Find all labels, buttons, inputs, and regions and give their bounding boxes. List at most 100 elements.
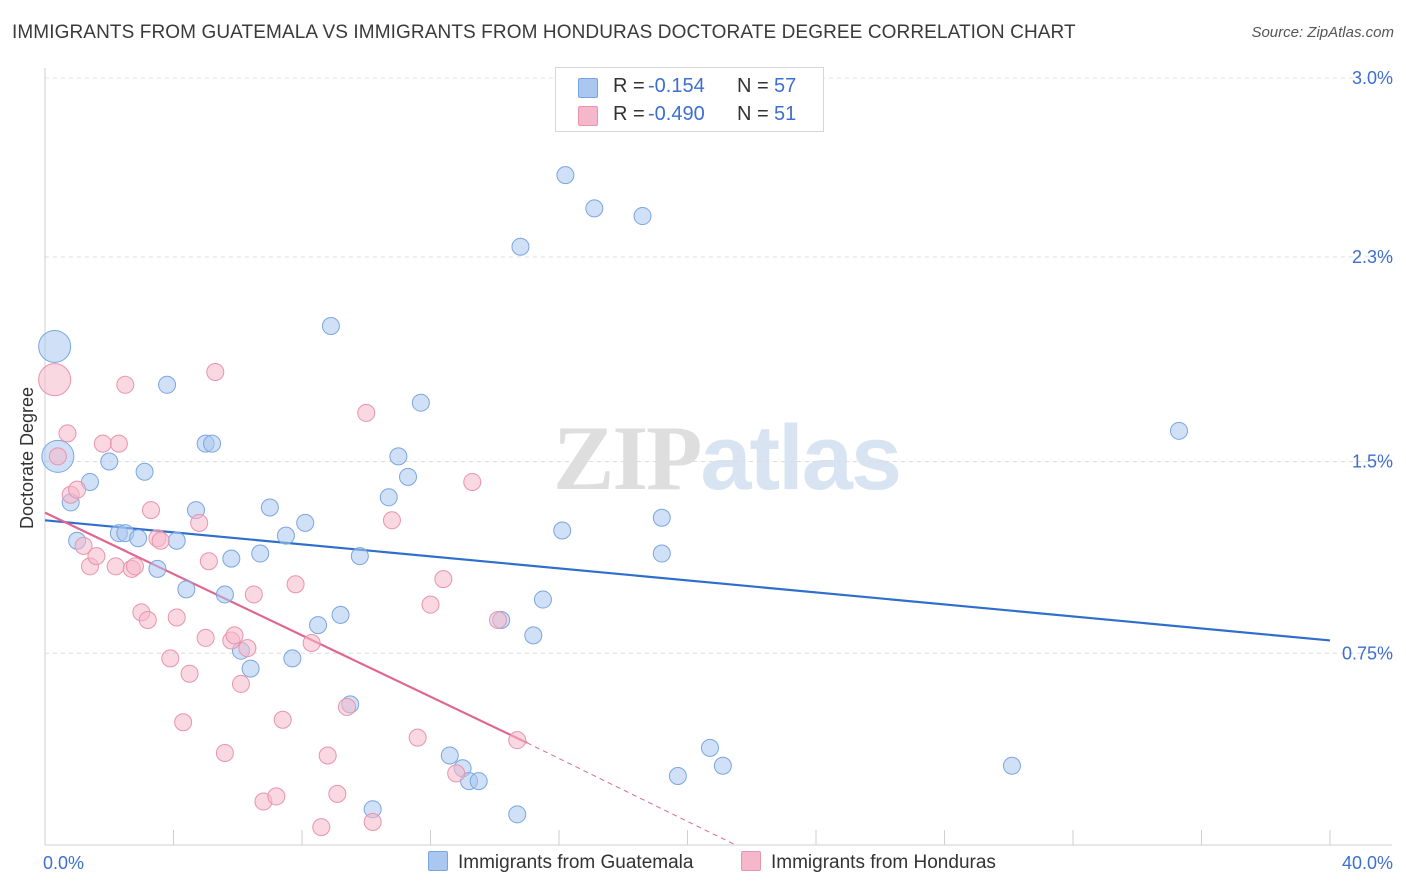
point-guatemala: [1170, 421, 1189, 440]
point-guatemala: [135, 462, 154, 481]
series-name-honduras: Immigrants from Honduras: [771, 852, 996, 873]
point-honduras: [318, 746, 337, 765]
correlation-legend: R = -0.154 N = 57 R = -0.490 N = 51: [555, 67, 824, 132]
point-guatemala: [276, 526, 295, 545]
point-honduras: [109, 434, 128, 453]
point-guatemala: [713, 756, 732, 775]
point-honduras: [38, 363, 72, 397]
legend-r-value: -0.490: [648, 103, 705, 125]
axes: [44, 68, 1392, 846]
point-honduras: [508, 731, 527, 750]
trend-line-guatemala: [44, 519, 1331, 642]
y-axis-label: Doctorate Degree: [17, 387, 37, 529]
point-honduras: [302, 634, 321, 653]
point-guatemala: [533, 590, 552, 609]
grid-lines: [45, 77, 1392, 654]
watermark: ZIPatlas: [553, 405, 902, 511]
point-honduras: [199, 552, 218, 571]
point-honduras: [382, 511, 401, 530]
trend-line-honduras-extension: [526, 742, 736, 846]
point-honduras: [434, 570, 453, 589]
point-guatemala: [203, 434, 222, 453]
point-guatemala: [241, 659, 260, 678]
point-honduras: [74, 536, 93, 555]
y-tick-label: 1.5%: [1352, 452, 1393, 472]
x-tick-label: 40.0%: [1342, 853, 1393, 873]
point-honduras: [357, 403, 376, 422]
point-guatemala: [283, 649, 302, 668]
point-honduras: [363, 812, 382, 831]
point-honduras: [273, 710, 292, 729]
point-guatemala: [524, 626, 543, 645]
point-guatemala: [148, 559, 167, 578]
point-honduras: [116, 375, 135, 394]
point-honduras: [93, 434, 112, 453]
point-guatemala: [440, 746, 459, 765]
point-guatemala: [652, 508, 671, 527]
point-guatemala: [129, 529, 148, 548]
chart-title: IMMIGRANTS FROM GUATEMALA VS IMMIGRANTS …: [12, 22, 1076, 43]
legend-n-label: N =: [737, 103, 769, 125]
point-guatemala: [399, 467, 418, 486]
point-honduras: [138, 611, 157, 630]
point-guatemala: [158, 375, 177, 394]
point-guatemala: [511, 237, 530, 256]
legend-n-value: 51: [774, 103, 797, 125]
source-label: Source: ZipAtlas.com: [1251, 24, 1394, 41]
x-tick-label: 0.0%: [43, 853, 84, 873]
point-honduras: [196, 628, 215, 647]
trend-line-honduras: [44, 511, 528, 744]
point-honduras: [167, 608, 186, 627]
point-honduras: [488, 611, 507, 630]
point-guatemala: [222, 549, 241, 568]
point-honduras: [225, 626, 244, 645]
data-points: [38, 166, 1189, 837]
point-guatemala: [652, 544, 671, 563]
point-honduras: [238, 639, 257, 658]
point-honduras: [215, 743, 234, 762]
point-honduras: [231, 674, 250, 693]
point-honduras: [68, 480, 87, 499]
point-honduras: [161, 649, 180, 668]
point-honduras: [180, 664, 199, 683]
legend-r-value: -0.154: [648, 75, 705, 97]
legend-row-honduras: R = -0.490 N = 51: [556, 100, 823, 130]
point-guatemala: [508, 805, 527, 824]
point-guatemala: [553, 521, 572, 540]
point-guatemala: [350, 547, 369, 566]
point-guatemala: [167, 531, 186, 550]
legend-r-label: R =: [613, 103, 645, 125]
point-guatemala: [321, 316, 340, 335]
point-honduras: [337, 697, 356, 716]
point-honduras: [312, 818, 331, 837]
point-guatemala: [469, 772, 488, 791]
point-honduras: [58, 424, 77, 443]
series-legend-guatemala: Immigrants from Guatemala: [428, 851, 693, 874]
legend-swatch-honduras: [578, 106, 598, 126]
point-honduras: [267, 787, 286, 806]
legend-swatch-guatemala: [578, 78, 598, 98]
legend-row-guatemala: R = -0.154 N = 57: [556, 72, 823, 102]
point-honduras: [174, 713, 193, 732]
point-guatemala: [38, 329, 72, 363]
point-honduras: [328, 784, 347, 803]
axis-labels: 0.75% 1.5% 2.3% 3.0% 0.0% 40.0% Doctorate Degr…: [17, 68, 1393, 873]
point-honduras: [447, 764, 466, 783]
point-guatemala: [668, 766, 687, 785]
point-honduras: [106, 557, 125, 576]
point-honduras: [421, 595, 440, 614]
point-guatemala: [1002, 756, 1021, 775]
point-guatemala: [177, 580, 196, 599]
point-honduras: [125, 557, 144, 576]
point-guatemala: [633, 207, 652, 226]
point-guatemala: [585, 199, 604, 218]
legend-n-label: N =: [737, 75, 769, 97]
point-honduras: [244, 585, 263, 604]
point-guatemala: [100, 452, 119, 471]
point-guatemala: [389, 447, 408, 466]
series-name-guatemala: Immigrants from Guatemala: [458, 852, 694, 873]
point-guatemala: [309, 616, 328, 635]
watermark-zip: ZIP: [553, 407, 702, 509]
point-guatemala: [331, 605, 350, 624]
